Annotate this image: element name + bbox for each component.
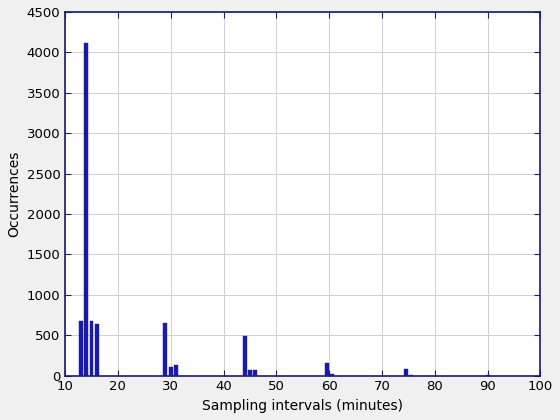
Bar: [90, 321, 94, 375]
Bar: [174, 365, 178, 375]
Bar: [242, 336, 246, 375]
X-axis label: Sampling intervals (minutes): Sampling intervals (minutes): [202, 399, 403, 413]
Bar: [79, 321, 83, 375]
Bar: [164, 323, 167, 375]
Bar: [169, 367, 172, 375]
Bar: [253, 370, 257, 375]
Bar: [248, 370, 252, 375]
Y-axis label: Occurrences: Occurrences: [7, 151, 21, 237]
Bar: [84, 43, 88, 375]
Bar: [404, 369, 408, 375]
Bar: [325, 363, 329, 375]
Bar: [330, 374, 334, 375]
Bar: [95, 324, 99, 375]
